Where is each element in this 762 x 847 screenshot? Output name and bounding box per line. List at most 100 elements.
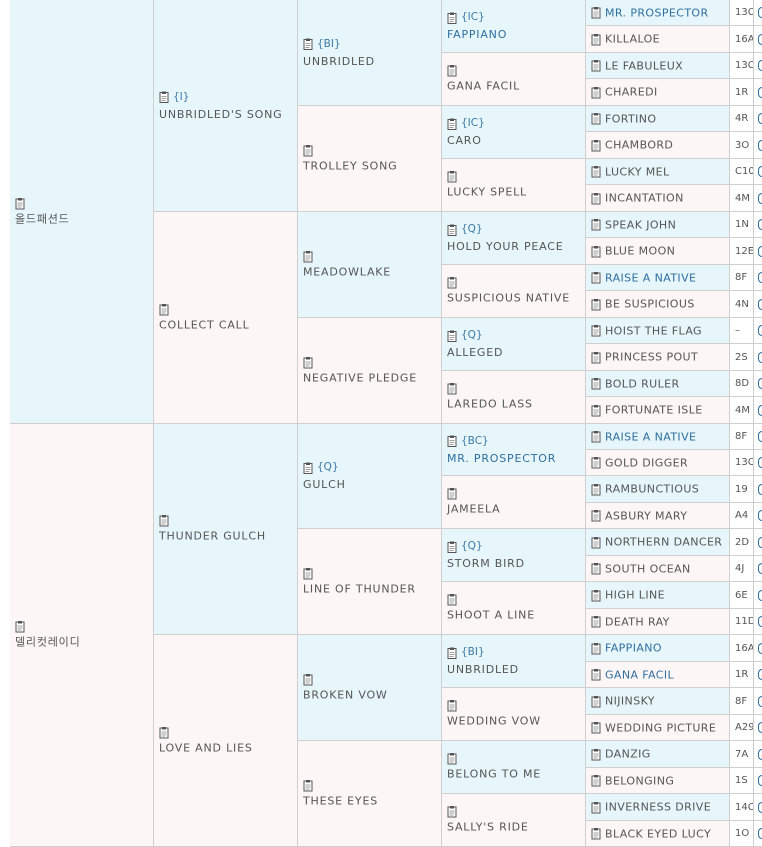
horse-name[interactable]: HOLD YOUR PEACE [447,240,564,253]
horse-name[interactable]: CARO [447,134,482,147]
circle-icon[interactable] [754,79,762,106]
horse-name[interactable]: MEADOWLAKE [303,265,392,278]
clipboard-icon[interactable] [447,277,457,289]
horse-name[interactable]: WEDDING PICTURE [605,721,717,734]
clipboard-icon[interactable] [447,118,457,130]
clipboard-icon[interactable] [591,404,601,416]
clipboard-icon[interactable] [447,171,457,183]
clipboard-icon[interactable] [303,144,313,156]
horse-name[interactable]: GULCH [303,478,346,491]
circle-icon[interactable] [754,476,762,503]
horse-name[interactable]: CHAREDI [605,85,658,99]
clipboard-icon[interactable] [447,65,457,77]
horse-name[interactable]: HIGH LINE [605,588,665,602]
circle-icon[interactable] [754,688,762,715]
horse-name[interactable]: SUSPICIOUS NATIVE [447,291,570,305]
horse-name[interactable]: SALLY'S RIDE [447,820,529,834]
clipboard-icon[interactable] [15,197,25,209]
horse-name[interactable]: PRINCESS POUT [605,350,699,364]
horse-name[interactable]: STORM BIRD [447,557,525,570]
circle-icon[interactable] [754,26,762,53]
circle-icon[interactable] [754,582,762,609]
clipboard-icon[interactable] [591,669,601,681]
circle-icon[interactable] [754,529,762,556]
circle-icon[interactable] [754,53,762,79]
clipboard-icon[interactable] [591,86,601,98]
clipboard-icon[interactable] [447,383,457,395]
horse-name[interactable]: 델리컷레이디 [15,635,81,649]
clipboard-icon[interactable] [591,219,601,231]
clipboard-icon[interactable] [591,166,601,178]
circle-icon[interactable] [754,424,762,450]
clipboard-icon[interactable] [591,298,601,310]
clipboard-icon[interactable] [447,224,457,236]
horse-name[interactable]: FAPPIANO [605,641,662,655]
clipboard-icon[interactable] [591,378,601,390]
clipboard-icon[interactable] [303,567,313,579]
horse-name[interactable]: GANA FACIL [447,79,521,93]
clipboard-icon[interactable] [591,113,601,125]
horse-name[interactable]: MR. PROSPECTOR [447,451,557,465]
horse-name[interactable]: RAISE A NATIVE [605,271,697,284]
clipboard-icon[interactable] [591,7,601,19]
horse-name[interactable]: UNBRIDLED [303,54,375,68]
circle-icon[interactable] [754,609,762,635]
clipboard-icon[interactable] [303,673,313,685]
clipboard-icon[interactable] [303,38,313,50]
clipboard-icon[interactable] [447,806,457,818]
clipboard-icon[interactable] [303,779,313,791]
clipboard-icon[interactable] [591,139,601,151]
horse-name[interactable]: LINE OF THUNDER [303,582,416,595]
horse-name[interactable]: BE SUSPICIOUS [605,297,695,311]
circle-icon[interactable] [754,159,762,185]
horse-name[interactable]: NORTHERN DANCER [605,535,723,549]
circle-icon[interactable] [754,556,762,582]
horse-name[interactable]: BOLD RULER [605,377,680,390]
horse-name[interactable]: BLUE MOON [605,244,676,258]
horse-name[interactable]: INVERNESS DRIVE [605,800,712,814]
horse-name[interactable]: SPEAK JOHN [605,218,677,231]
clipboard-icon[interactable] [591,483,601,495]
clipboard-icon[interactable] [591,431,601,443]
circle-icon[interactable] [754,715,762,741]
clipboard-icon[interactable] [591,801,601,813]
horse-name[interactable]: RAISE A NATIVE [605,430,697,443]
clipboard-icon[interactable] [591,510,601,522]
horse-name[interactable]: HOIST THE FLAG [605,324,702,337]
clipboard-icon[interactable] [591,589,601,601]
circle-icon[interactable] [754,185,762,212]
clipboard-icon[interactable] [591,192,601,204]
horse-name[interactable]: THUNDER GULCH [159,529,266,543]
clipboard-icon[interactable] [447,330,457,342]
clipboard-icon[interactable] [591,695,601,707]
circle-icon[interactable] [754,344,762,371]
horse-name[interactable]: ASBURY MARY [605,509,688,522]
clipboard-icon[interactable] [591,748,601,760]
horse-name[interactable]: GOLD DIGGER [605,456,689,469]
clipboard-icon[interactable] [591,33,601,45]
horse-name[interactable]: MR. PROSPECTOR [605,6,709,19]
clipboard-icon[interactable] [591,457,601,469]
clipboard-icon[interactable] [591,245,601,257]
clipboard-icon[interactable] [447,541,457,553]
clipboard-icon[interactable] [447,753,457,765]
clipboard-icon[interactable] [591,828,601,840]
horse-name[interactable]: DANZIG [605,747,651,761]
clipboard-icon[interactable] [15,621,25,633]
horse-name[interactable]: LUCKY MEL [605,165,670,178]
clipboard-icon[interactable] [447,594,457,606]
circle-icon[interactable] [754,132,762,159]
horse-name[interactable]: LE FABULEUX [605,59,684,72]
horse-name[interactable]: LUCKY SPELL [447,185,527,199]
clipboard-icon[interactable] [591,272,601,284]
clipboard-icon[interactable] [447,700,457,712]
horse-name[interactable]: LAREDO LASS [447,397,533,411]
circle-icon[interactable] [754,291,762,318]
horse-name[interactable]: SHOOT A LINE [447,608,535,622]
clipboard-icon[interactable] [591,60,601,72]
clipboard-icon[interactable] [591,616,601,628]
horse-name[interactable]: KILLALOE [605,32,661,46]
clipboard-icon[interactable] [591,351,601,363]
horse-name[interactable]: LOVE AND LIES [159,741,253,754]
horse-name[interactable]: NEGATIVE PLEDGE [303,371,417,384]
